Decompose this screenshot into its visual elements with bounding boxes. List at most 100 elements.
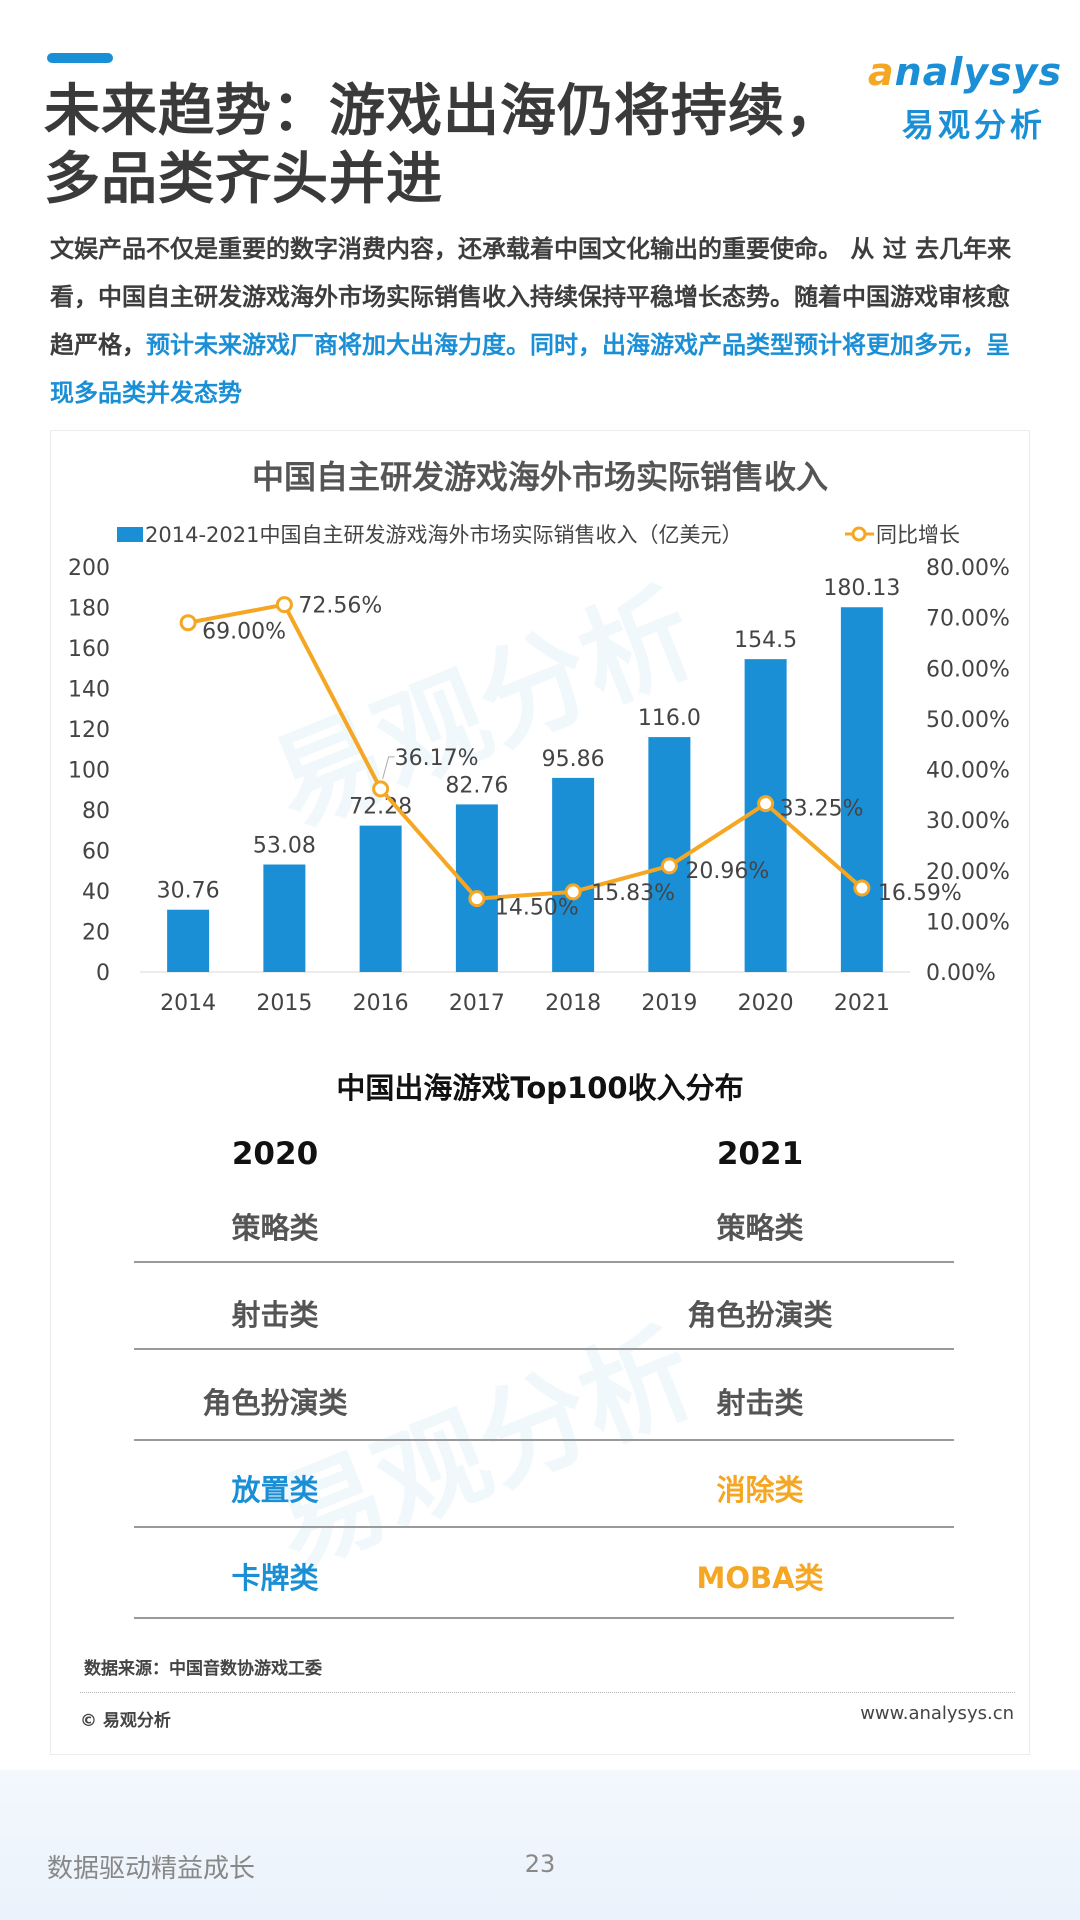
logo-chinese: 易观分析 — [902, 106, 1047, 144]
bar-label: 154.5 — [734, 628, 797, 653]
growth-point — [275, 596, 293, 614]
top100-cell-2020: 角色扮演类 — [202, 1386, 348, 1420]
bar-2017 — [455, 804, 498, 972]
page-title-line1: 未来趋势：游戏出海仍将持续， — [44, 79, 842, 144]
bar-label: 53.08 — [253, 834, 316, 859]
y-right-tick-label: 60.00% — [926, 657, 1010, 682]
growth-label-leader — [382, 756, 395, 780]
y-right-tick-label: 70.00% — [926, 607, 1010, 632]
footer-slogan: 数据驱动精益成长 — [47, 1854, 256, 1884]
top100-cell-2020: 策略类 — [231, 1211, 319, 1245]
table-row-divider — [134, 1617, 954, 1619]
legend-bar-swatch — [117, 527, 143, 542]
y-right-tick-label: 80.00% — [926, 556, 1010, 581]
growth-point — [853, 879, 871, 897]
bar-2018 — [552, 777, 595, 972]
bar-2014 — [167, 909, 210, 972]
logo-wordmark-rest: nalysys — [894, 50, 1063, 94]
y-right-tick-label: 40.00% — [926, 759, 1010, 784]
page-title: 未来趋势：游戏出海仍将持续， 多品类齐头并进 — [44, 78, 864, 214]
growth-label: 36.17% — [395, 746, 479, 771]
y-right-tick-label: 10.00% — [926, 910, 1010, 935]
bar-label: 116.0 — [638, 706, 701, 731]
top100-cell-2020: 放置类 — [231, 1473, 319, 1507]
growth-point — [564, 883, 582, 901]
top100-title: 中国出海游戏Top100收入分布 — [336, 1071, 744, 1105]
intro-text: 文娱产品不仅是重要的数字消费内容，还承载着中国文化输出的重要使命。 从 过 去几… — [50, 235, 1012, 359]
table-row-divider — [134, 1261, 954, 1263]
y-left-tick-label: 140 — [68, 678, 110, 703]
growth-label: 33.25% — [780, 797, 864, 822]
growth-label: 20.96% — [685, 859, 769, 884]
growth-line — [187, 602, 864, 901]
analysys-logo: analysys 易观分析 — [862, 46, 1062, 146]
top100-col-2021: 2021 — [716, 1136, 804, 1172]
top100-cell-2020: 射击类 — [231, 1298, 319, 1332]
bar-2016 — [359, 825, 402, 972]
chart-title: 中国自主研发游戏海外市场实际销售收入 — [252, 458, 828, 496]
legend-line-marker — [851, 526, 867, 542]
y-left-tick-label: 0 — [96, 961, 110, 986]
x-tick-label: 2018 — [545, 991, 601, 1016]
revenue-chart: 中国自主研发游戏海外市场实际销售收入 2014-2021中国自主研发游戏海外市场实… — [68, 458, 1010, 1016]
page-number: 23 — [524, 1850, 556, 1878]
logo-wordmark: analysys — [868, 50, 1062, 94]
website-link[interactable]: www.analysys.cn — [860, 1703, 1014, 1724]
x-tick-label: 2015 — [256, 991, 312, 1016]
x-tick-label: 2017 — [449, 991, 505, 1016]
bar-label: 82.76 — [445, 773, 508, 798]
bar-label: 30.76 — [157, 879, 220, 904]
y-left-tick-label: 180 — [68, 597, 110, 622]
table-row-divider — [134, 1526, 954, 1528]
top100-cell-2021: 策略类 — [716, 1211, 804, 1245]
top100-cell-2021: 消除类 — [716, 1473, 804, 1507]
growth-label: 15.83% — [591, 881, 675, 906]
growth-label: 16.59% — [878, 881, 962, 906]
growth-label: 69.00% — [202, 620, 286, 645]
page-title-line2: 多品类齐头并进 — [44, 147, 443, 212]
footer-divider — [80, 1692, 1015, 1693]
y-left-tick-label: 100 — [68, 759, 110, 784]
y-left-tick-label: 160 — [68, 637, 110, 662]
top100-cell-2020: 卡牌类 — [231, 1561, 319, 1595]
x-tick-label: 2016 — [353, 991, 409, 1016]
x-tick-label: 2014 — [160, 991, 216, 1016]
bar-label: 180.13 — [823, 576, 900, 601]
table-row-divider — [134, 1439, 954, 1441]
logo-wordmark-prefix: a — [868, 50, 895, 94]
top100-cell-2021: 射击类 — [716, 1386, 804, 1420]
y-left-tick-label: 120 — [68, 718, 110, 743]
table-row-divider — [134, 1348, 954, 1350]
y-right-tick-label: 20.00% — [926, 860, 1010, 885]
y-left-tick-label: 40 — [82, 880, 110, 905]
copyright: © 易观分析 — [80, 1711, 171, 1731]
y-left-tick-label: 60 — [82, 840, 110, 865]
y-left-tick-label: 20 — [82, 921, 110, 946]
top100-cell-2021: 角色扮演类 — [687, 1298, 833, 1332]
y-right-tick-label: 50.00% — [926, 708, 1010, 733]
growth-point — [179, 614, 197, 632]
data-source: 数据来源：中国音数协游戏工委 — [84, 1659, 322, 1679]
growth-point — [757, 795, 775, 813]
growth-label: 14.50% — [495, 896, 579, 921]
top100-cell-2021: MOBA类 — [696, 1561, 824, 1595]
intro-paragraph: 文娱产品不仅是重要的数字消费内容，还承载着中国文化输出的重要使命。 从 过 去几… — [50, 225, 1030, 417]
bar-2015 — [263, 864, 306, 972]
bar-label: 95.86 — [542, 747, 605, 772]
y-left-tick-label: 200 — [68, 556, 110, 581]
growth-point — [660, 857, 678, 875]
intro-highlight: 预计未来游戏厂商将加大出海力度。同时，出海游戏产品类型预计将更加多元，呈现多品类… — [50, 331, 1010, 407]
legend-line-label: 同比增长 — [876, 523, 960, 547]
x-tick-label: 2019 — [641, 991, 697, 1016]
y-left-tick-label: 80 — [82, 799, 110, 824]
growth-label: 72.56% — [298, 594, 382, 619]
y-right-tick-label: 0.00% — [926, 961, 996, 986]
footer-band — [0, 1770, 1080, 1920]
x-tick-label: 2021 — [834, 991, 890, 1016]
y-right-tick-label: 30.00% — [926, 809, 1010, 834]
title-accent-bar — [47, 53, 113, 63]
growth-point — [372, 780, 390, 798]
growth-point — [468, 890, 486, 908]
top100-col-2020: 2020 — [231, 1136, 319, 1172]
legend-bar-label: 2014-2021中国自主研发游戏海外市场实际销售收入（亿美元） — [145, 523, 742, 547]
